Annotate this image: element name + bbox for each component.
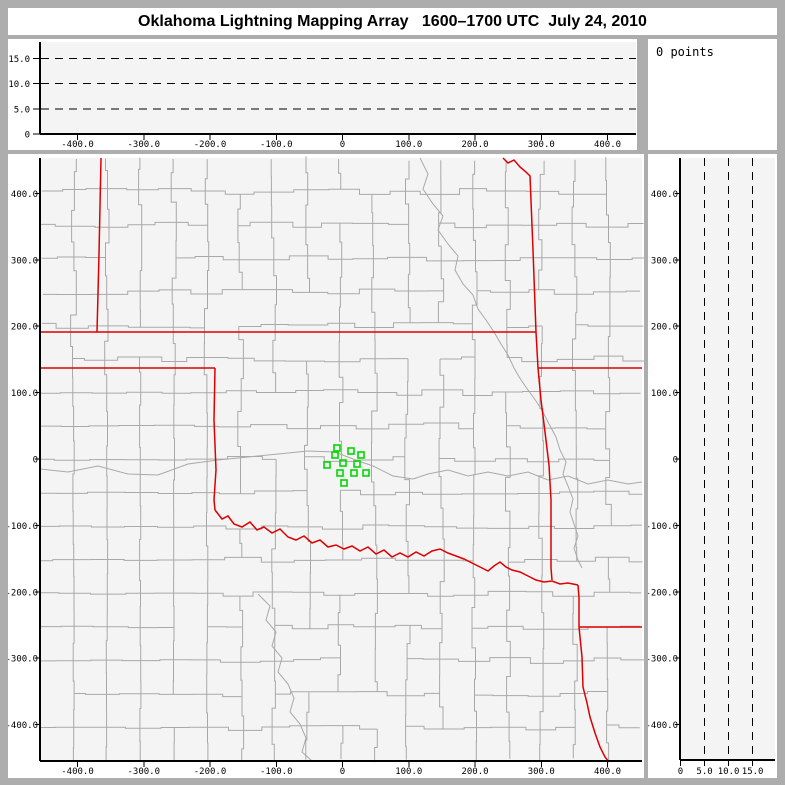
ns-altitude-panel: 400.0 300.0 200.0 100.0 0 -100.0 -200.0 -300.0 -… — [648, 154, 777, 778]
station-marker — [323, 461, 331, 469]
points-count-panel: 0 points — [648, 39, 777, 150]
tick-label: 0 — [25, 131, 30, 141]
plan-view-map-plot[interactable]: 400.0300.0200.0100.00-100.0-200.0-300.0-… — [8, 154, 644, 778]
tick-label: 15.0 — [8, 55, 30, 65]
tick-label: -400.0 — [61, 767, 94, 777]
station-marker — [336, 469, 344, 477]
altitude-ew-panel: 0 5.0 10.0 15.0 -400.0 -300.0 -200.0 -100.0 0 100… — [8, 39, 637, 150]
tick-label: 100.0 — [395, 767, 422, 777]
county-boundaries — [39, 156, 644, 763]
ns-axis-ticks: 400.0 300.0 200.0 100.0 0 -100.0 -200.0 -300.0 -… — [8, 190, 40, 731]
plot-background — [40, 42, 636, 134]
tick-label: 300.0 — [528, 767, 555, 777]
station-marker — [357, 451, 365, 459]
tick-label: -100.0 — [260, 140, 293, 150]
tick-label: -200.0 — [194, 767, 227, 777]
tick-label: 10.0 — [8, 80, 30, 90]
tick-label: 0 — [678, 767, 683, 777]
station-marker — [331, 451, 339, 459]
points-count-label: 0 points — [656, 45, 714, 59]
station-marker — [340, 479, 348, 487]
tick-label: 400.0 — [11, 190, 38, 200]
tick-label: 5.0 — [14, 105, 30, 115]
dashed-altitude-gridlines — [704, 158, 754, 760]
tick-label: 5.0 — [696, 767, 712, 777]
tick-label: 200.0 — [461, 767, 488, 777]
station-marker — [339, 459, 347, 467]
altitude-axis-ticks: 0 5.0 10.0 15.0 — [8, 55, 40, 141]
state-borders — [40, 157, 642, 763]
tick-label: -300.0 — [8, 655, 38, 665]
plan-view-panel: 400.0 300.0 200.0 100.0 0 -100.0 -200.0 -300.0-… — [8, 154, 644, 778]
ns-altitude-plot[interactable]: 400.0 300.0 200.0 100.0 0 -100.0 -200.0 -300.0 -… — [648, 154, 777, 778]
tick-label: 100.0 — [11, 389, 38, 399]
tick-label: 200.0 — [11, 323, 38, 333]
tick-label: 0 — [340, 140, 345, 150]
ew-axis-ticks: -400.0 -300.0 -200.0 -100.0 0 100.0 200.0 300.0… — [61, 134, 621, 150]
ns-axis-ticks: 400.0 300.0 200.0 100.0 0 -100.0 -200.0 -300.0 -… — [648, 190, 680, 731]
station-marker — [362, 469, 370, 477]
tick-label: 400.0 — [651, 190, 678, 200]
tick-label: -400.0 — [8, 721, 38, 731]
tick-label: -100.0 — [648, 522, 678, 532]
altitude-ew-plot[interactable]: 0 5.0 10.0 15.0 -400.0 -300.0 -200.0 -100.0 0 100… — [8, 39, 637, 150]
tick-label: 200.0 — [651, 323, 678, 333]
tick-label: 0 — [340, 767, 345, 777]
tick-label: 0 — [33, 456, 38, 466]
station-marker — [347, 447, 355, 455]
station-marker — [333, 444, 341, 452]
plot-background — [680, 158, 775, 760]
axes — [39, 42, 636, 135]
tick-label: -200.0 — [648, 588, 678, 598]
lma-station-markers — [323, 444, 370, 487]
tick-label: 0 — [673, 456, 678, 466]
tick-label: -400.0 — [61, 140, 94, 150]
tick-label: 400.0 — [594, 767, 621, 777]
tick-label: -200.0 — [194, 140, 227, 150]
tick-label: -300.0 — [127, 767, 160, 777]
tick-label: 200.0 — [461, 140, 488, 150]
tick-label: 400.0 — [594, 140, 621, 150]
tick-label: 15.0 — [742, 767, 764, 777]
station-marker — [350, 469, 358, 477]
tick-label: 100.0 — [395, 140, 422, 150]
tick-label: 300.0 — [11, 256, 38, 266]
tick-label: 100.0 — [651, 389, 678, 399]
ew-axis-ticks: -400.0 -300.0 -200.0 -100.0 0 100.0 200.0 300.0… — [61, 761, 621, 777]
tick-label: -400.0 — [648, 721, 678, 731]
page-title: Oklahoma Lightning Mapping Array 1600–17… — [138, 12, 647, 30]
tick-label: -200.0 — [8, 588, 38, 598]
tick-label: -300.0 — [127, 140, 160, 150]
tick-label: 10.0 — [718, 767, 740, 777]
tick-label: -100.0 — [8, 522, 38, 532]
tick-label: -300.0 — [648, 655, 678, 665]
title-bar: Oklahoma Lightning Mapping Array 1600–17… — [8, 8, 777, 35]
station-marker — [353, 460, 361, 468]
tick-label: 300.0 — [651, 256, 678, 266]
rivers — [39, 157, 643, 762]
tick-label: -100.0 — [260, 767, 293, 777]
dashed-altitude-gridlines — [41, 57, 636, 110]
tick-label: 300.0 — [528, 140, 555, 150]
